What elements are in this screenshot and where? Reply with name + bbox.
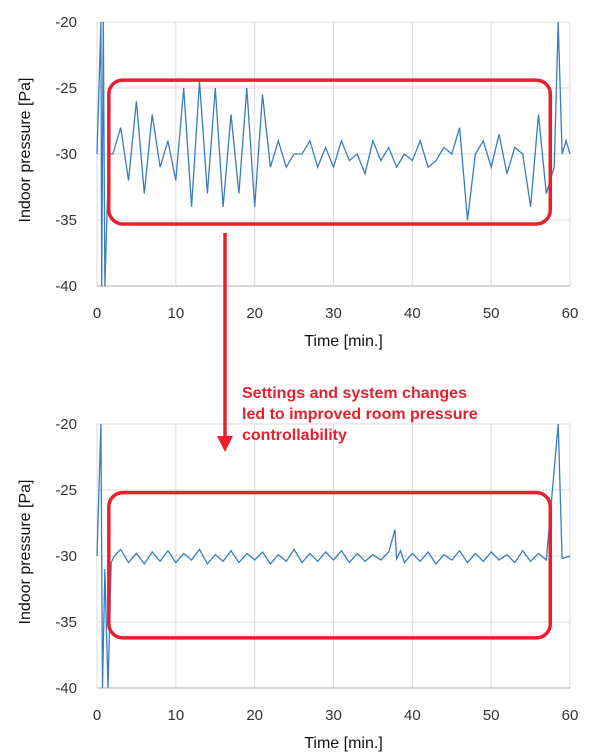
x-tick-label: 0: [93, 305, 101, 322]
connector-arrow: [217, 233, 233, 452]
y-tick-label: -25: [55, 482, 77, 499]
x-tick-label: 10: [167, 707, 184, 724]
y-tick-label: -30: [55, 146, 77, 163]
x-tick-label: 20: [246, 707, 263, 724]
chart-top: 0 10 20 30 40 50 60 -20 -25 -30 -35 -40 Time [min.]…: [17, 14, 578, 350]
x-tick-label: 60: [562, 305, 579, 322]
chart-bottom-series-line: [96, 423, 571, 689]
x-tick-label: 20: [246, 305, 263, 322]
y-tick-label: -40: [55, 278, 77, 295]
y-tick-label: -30: [55, 548, 77, 565]
annotation-line-3: controllability: [242, 427, 347, 444]
x-tick-label: 40: [404, 305, 421, 322]
x-tick-label: 30: [325, 305, 342, 322]
chart-top-ylabel: Indoor pressure [Pa]: [17, 78, 34, 223]
x-tick-label: 50: [483, 707, 500, 724]
chart-top-grid: [96, 21, 571, 287]
chart-bottom-ylabel: Indoor pressure [Pa]: [17, 480, 34, 625]
y-tick-label: -20: [55, 14, 77, 31]
chart-bottom-ticks: 0 10 20 30 40 50 60 -20 -25 -30 -35 -40: [55, 416, 578, 724]
chart-top-series-line: [96, 21, 571, 287]
x-tick-label: 30: [325, 707, 342, 724]
y-tick-label: -35: [55, 212, 77, 229]
y-tick-label: -20: [55, 416, 77, 433]
annotation: Settings and system changes led to impro…: [242, 385, 478, 444]
x-tick-label: 10: [167, 305, 184, 322]
x-tick-label: 40: [404, 707, 421, 724]
annotation-line-1: Settings and system changes: [242, 385, 467, 402]
y-tick-label: -40: [55, 680, 77, 697]
chart-top-highlight-box: [107, 78, 553, 226]
annotation-line-2: led to improved room pressure: [242, 406, 478, 423]
y-tick-label: -25: [55, 80, 77, 97]
chart-top-xlabel: Time [min.]: [304, 333, 383, 350]
chart-bottom-xlabel: Time [min.]: [304, 735, 383, 752]
x-tick-label: 60: [562, 707, 579, 724]
chart-bottom: 0 10 20 30 40 50 60 -20 -25 -30 -35 -40 Time [min.]…: [17, 416, 578, 752]
x-tick-label: 0: [93, 707, 101, 724]
chart-top-ticks: 0 10 20 30 40 50 60 -20 -25 -30 -35 -40: [55, 14, 578, 322]
y-tick-label: -35: [55, 614, 77, 631]
x-tick-label: 50: [483, 305, 500, 322]
chart-bottom-highlight-box: [107, 490, 553, 640]
chart-bottom-grid: [96, 423, 571, 689]
